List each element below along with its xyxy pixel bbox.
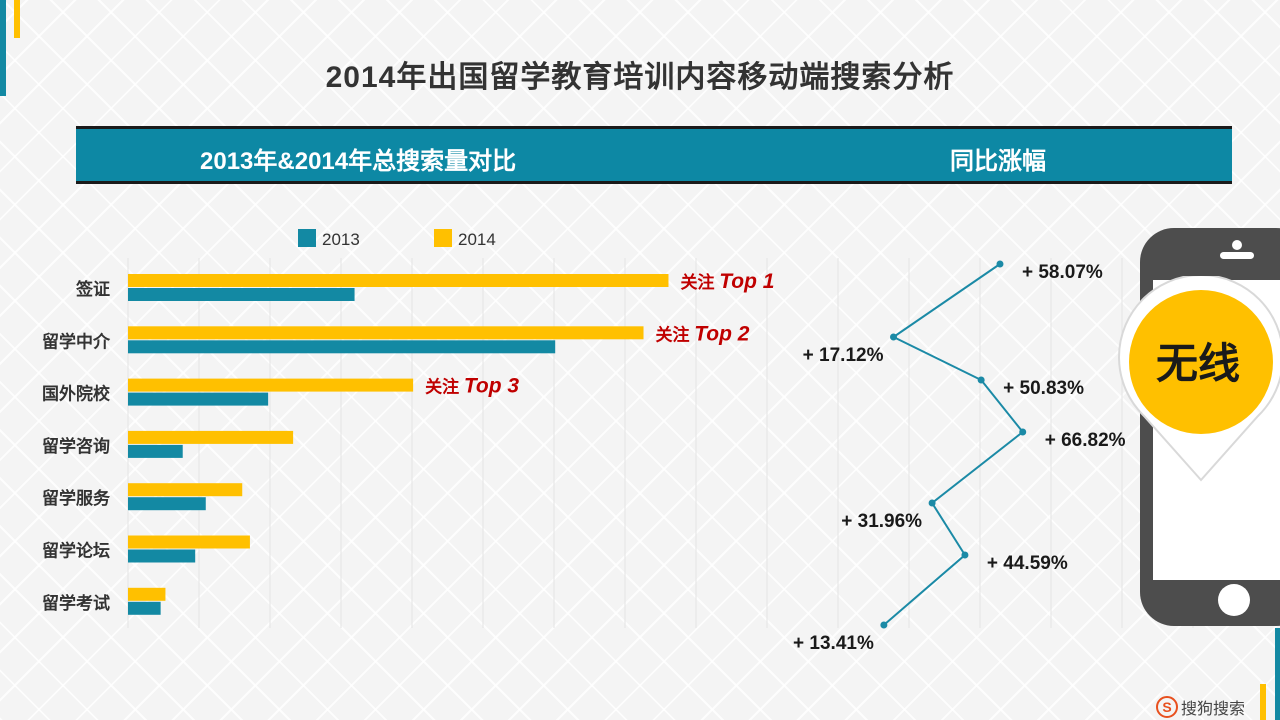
growth-label: + 31.96% (841, 511, 922, 532)
bar-2013 (128, 601, 161, 615)
growth-point (977, 376, 985, 384)
category-label: 签证 (75, 279, 110, 299)
bar-2013 (128, 444, 183, 458)
category-label: 留学中介 (42, 331, 111, 351)
bar-2013 (128, 392, 269, 406)
growth-label: + 17.12% (803, 345, 884, 366)
header-band: 2013年&2014年总搜索量对比 同比涨幅 (76, 126, 1232, 184)
top-annotation: 关注 Top 3 (425, 375, 519, 398)
bar-2014 (128, 326, 644, 340)
bar-2013 (128, 340, 556, 354)
annotation-rank: Top 3 (464, 375, 520, 398)
category-label: 留学服务 (42, 488, 111, 508)
header-growth-title: 同比涨幅 (950, 148, 1046, 175)
phone-camera (1232, 240, 1242, 250)
annotation-prefix: 关注 (680, 272, 719, 292)
sogou-logo-icon: S (1156, 696, 1178, 718)
bar-2014 (128, 587, 166, 601)
top-annotation: 关注 Top 2 (656, 322, 750, 345)
growth-point (880, 621, 888, 629)
page-title: 2014年出国留学教育培训内容移动端搜索分析 (325, 61, 955, 94)
growth-point (996, 260, 1004, 268)
bar-2013 (128, 497, 206, 511)
category-label: 留学论坛 (42, 541, 110, 561)
bar-2014 (128, 430, 294, 444)
badge-wireless: 无线 (1155, 340, 1240, 387)
annotation-rank: Top 1 (719, 270, 774, 293)
growth-point (890, 333, 898, 341)
growth-point (928, 499, 936, 507)
bar-2014 (128, 535, 250, 549)
annotation-prefix: 关注 (425, 377, 464, 397)
category-label: 留学咨询 (42, 436, 110, 456)
growth-label: + 50.83% (1003, 378, 1084, 399)
bar-2013 (128, 549, 196, 563)
phone-home-button (1218, 584, 1250, 616)
location-pin-icon (1118, 276, 1280, 482)
growth-label: + 58.07% (1022, 262, 1103, 283)
sogou-logo: S 搜狗搜索 (1156, 695, 1245, 719)
legend-label-2014: 2014 (458, 230, 496, 249)
accent-bar-teal-bottom (1275, 628, 1280, 720)
accent-bar-teal (0, 0, 6, 96)
annotation-prefix: 关注 (656, 324, 695, 344)
growth-label: + 13.41% (793, 633, 874, 654)
sogou-logo-text: 搜狗搜索 (1181, 701, 1246, 718)
accent-bar-yellow-bottom (1260, 684, 1266, 720)
category-label: 国外院校 (42, 384, 111, 404)
growth-label: + 44.59% (987, 553, 1068, 574)
annotation-rank: Top 2 (694, 322, 750, 345)
category-label: 留学考试 (42, 593, 110, 613)
top-annotation: 关注 Top 1 (680, 270, 774, 293)
bar-2014 (128, 483, 243, 497)
header-bar-chart-title: 2013年&2014年总搜索量对比 (200, 148, 517, 175)
growth-point (961, 551, 969, 559)
growth-label: + 66.82% (1045, 430, 1126, 451)
legend-swatch-2014 (434, 229, 452, 247)
bar-2014 (128, 274, 669, 287)
phone-speaker (1220, 252, 1254, 259)
bar-2013 (128, 288, 355, 301)
legend-label-2013: 2013 (322, 230, 360, 249)
bar-2014 (128, 378, 414, 392)
growth-point (1019, 428, 1027, 436)
legend-swatch-2013 (298, 229, 316, 247)
accent-bar-yellow (14, 0, 20, 38)
